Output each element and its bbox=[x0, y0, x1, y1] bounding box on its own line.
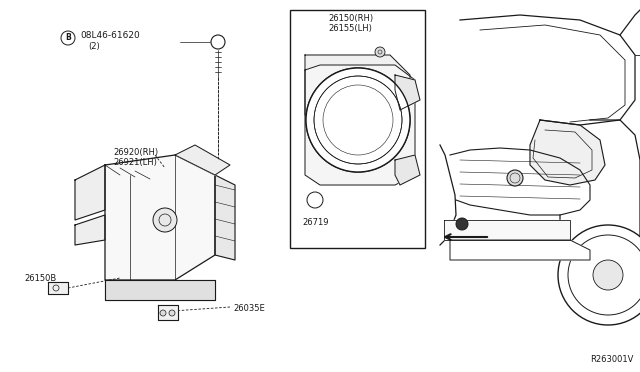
Polygon shape bbox=[175, 145, 230, 175]
Bar bbox=[290, 10, 425, 248]
Polygon shape bbox=[395, 75, 420, 110]
Text: 26035E: 26035E bbox=[233, 304, 265, 313]
Text: 26719: 26719 bbox=[302, 218, 328, 227]
Text: B: B bbox=[65, 33, 71, 42]
Polygon shape bbox=[444, 220, 570, 240]
Circle shape bbox=[160, 310, 166, 316]
Text: 26155(LH): 26155(LH) bbox=[328, 24, 372, 33]
Text: 26150B: 26150B bbox=[24, 274, 56, 283]
Text: R263001V: R263001V bbox=[590, 355, 634, 364]
Circle shape bbox=[375, 47, 385, 57]
Circle shape bbox=[558, 225, 640, 325]
Text: 26920(RH): 26920(RH) bbox=[113, 148, 158, 157]
Circle shape bbox=[306, 68, 410, 172]
Circle shape bbox=[211, 35, 225, 49]
Polygon shape bbox=[305, 55, 410, 115]
Polygon shape bbox=[105, 155, 215, 280]
Polygon shape bbox=[105, 280, 215, 300]
Circle shape bbox=[593, 260, 623, 290]
Polygon shape bbox=[158, 305, 178, 320]
Polygon shape bbox=[530, 120, 605, 185]
Polygon shape bbox=[75, 215, 105, 245]
Circle shape bbox=[306, 68, 410, 172]
Polygon shape bbox=[450, 240, 590, 260]
Polygon shape bbox=[48, 282, 68, 294]
Circle shape bbox=[307, 192, 323, 208]
Polygon shape bbox=[75, 165, 105, 220]
Circle shape bbox=[169, 310, 175, 316]
Circle shape bbox=[456, 218, 468, 230]
Polygon shape bbox=[215, 175, 235, 260]
Text: (2): (2) bbox=[88, 42, 100, 51]
Text: 08L46-61620: 08L46-61620 bbox=[80, 31, 140, 39]
Text: 26150(RH): 26150(RH) bbox=[328, 14, 373, 23]
Circle shape bbox=[153, 208, 177, 232]
Circle shape bbox=[507, 170, 523, 186]
Polygon shape bbox=[305, 65, 415, 185]
Text: 26921(LH): 26921(LH) bbox=[113, 158, 157, 167]
Polygon shape bbox=[395, 155, 420, 185]
